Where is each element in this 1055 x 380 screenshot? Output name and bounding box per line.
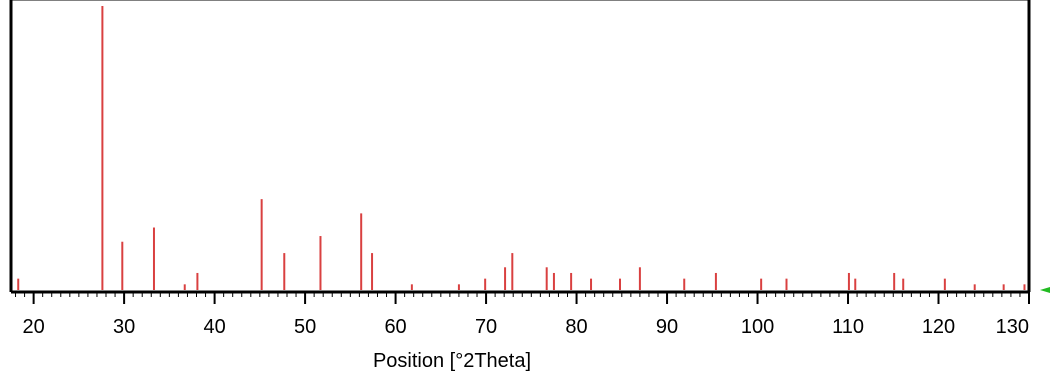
edge-marker-icon <box>1040 287 1050 293</box>
x-tick-label: 90 <box>656 316 678 338</box>
x-tick-label: 30 <box>113 316 135 338</box>
x-tick-label: 100 <box>741 316 774 338</box>
x-major-ticks <box>32 292 1030 304</box>
peak-bars <box>17 6 1026 290</box>
x-axis-label: Position [°2Theta] <box>373 350 531 372</box>
x-tick-label: 110 <box>832 316 864 338</box>
x-tick-label: 40 <box>203 316 225 338</box>
x-tick-label: 60 <box>384 316 406 338</box>
x-tick-label: 120 <box>922 316 955 338</box>
x-tick-label: 50 <box>294 316 316 338</box>
x-tick-label: 20 <box>22 316 44 338</box>
x-tick-label: 80 <box>565 316 587 338</box>
x-tick-label: 70 <box>475 316 497 338</box>
x-tick-label: 130 <box>996 316 1029 338</box>
x-tick-labels: 20 30 40 50 60 70 80 90 100 110 120 130 <box>22 316 1029 338</box>
